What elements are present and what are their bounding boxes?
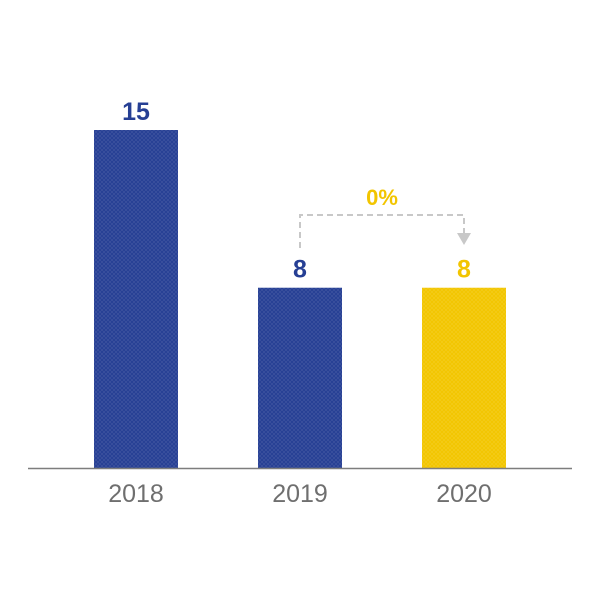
bar-texture-2020 <box>422 287 506 468</box>
bar-texture-2018 <box>94 130 178 468</box>
value-label-2020: 8 <box>457 256 471 284</box>
change-bracket-line <box>299 214 465 248</box>
change-annotation: 0% <box>299 185 471 248</box>
change-percent-label: 0% <box>366 185 398 210</box>
x-tick-label-2019: 2019 <box>272 480 328 508</box>
value-label-2018: 15 <box>122 98 150 126</box>
bars-layer <box>94 130 506 468</box>
value-label-2019: 8 <box>293 256 307 284</box>
x-tick-labels: 2018 2019 2020 <box>108 480 492 508</box>
change-arrowhead-icon <box>457 233 471 245</box>
bar-texture-2019 <box>258 287 342 468</box>
x-tick-label-2018: 2018 <box>108 480 164 508</box>
x-tick-label-2020: 2020 <box>436 480 492 508</box>
value-labels-layer: 158 8 <box>122 98 471 284</box>
